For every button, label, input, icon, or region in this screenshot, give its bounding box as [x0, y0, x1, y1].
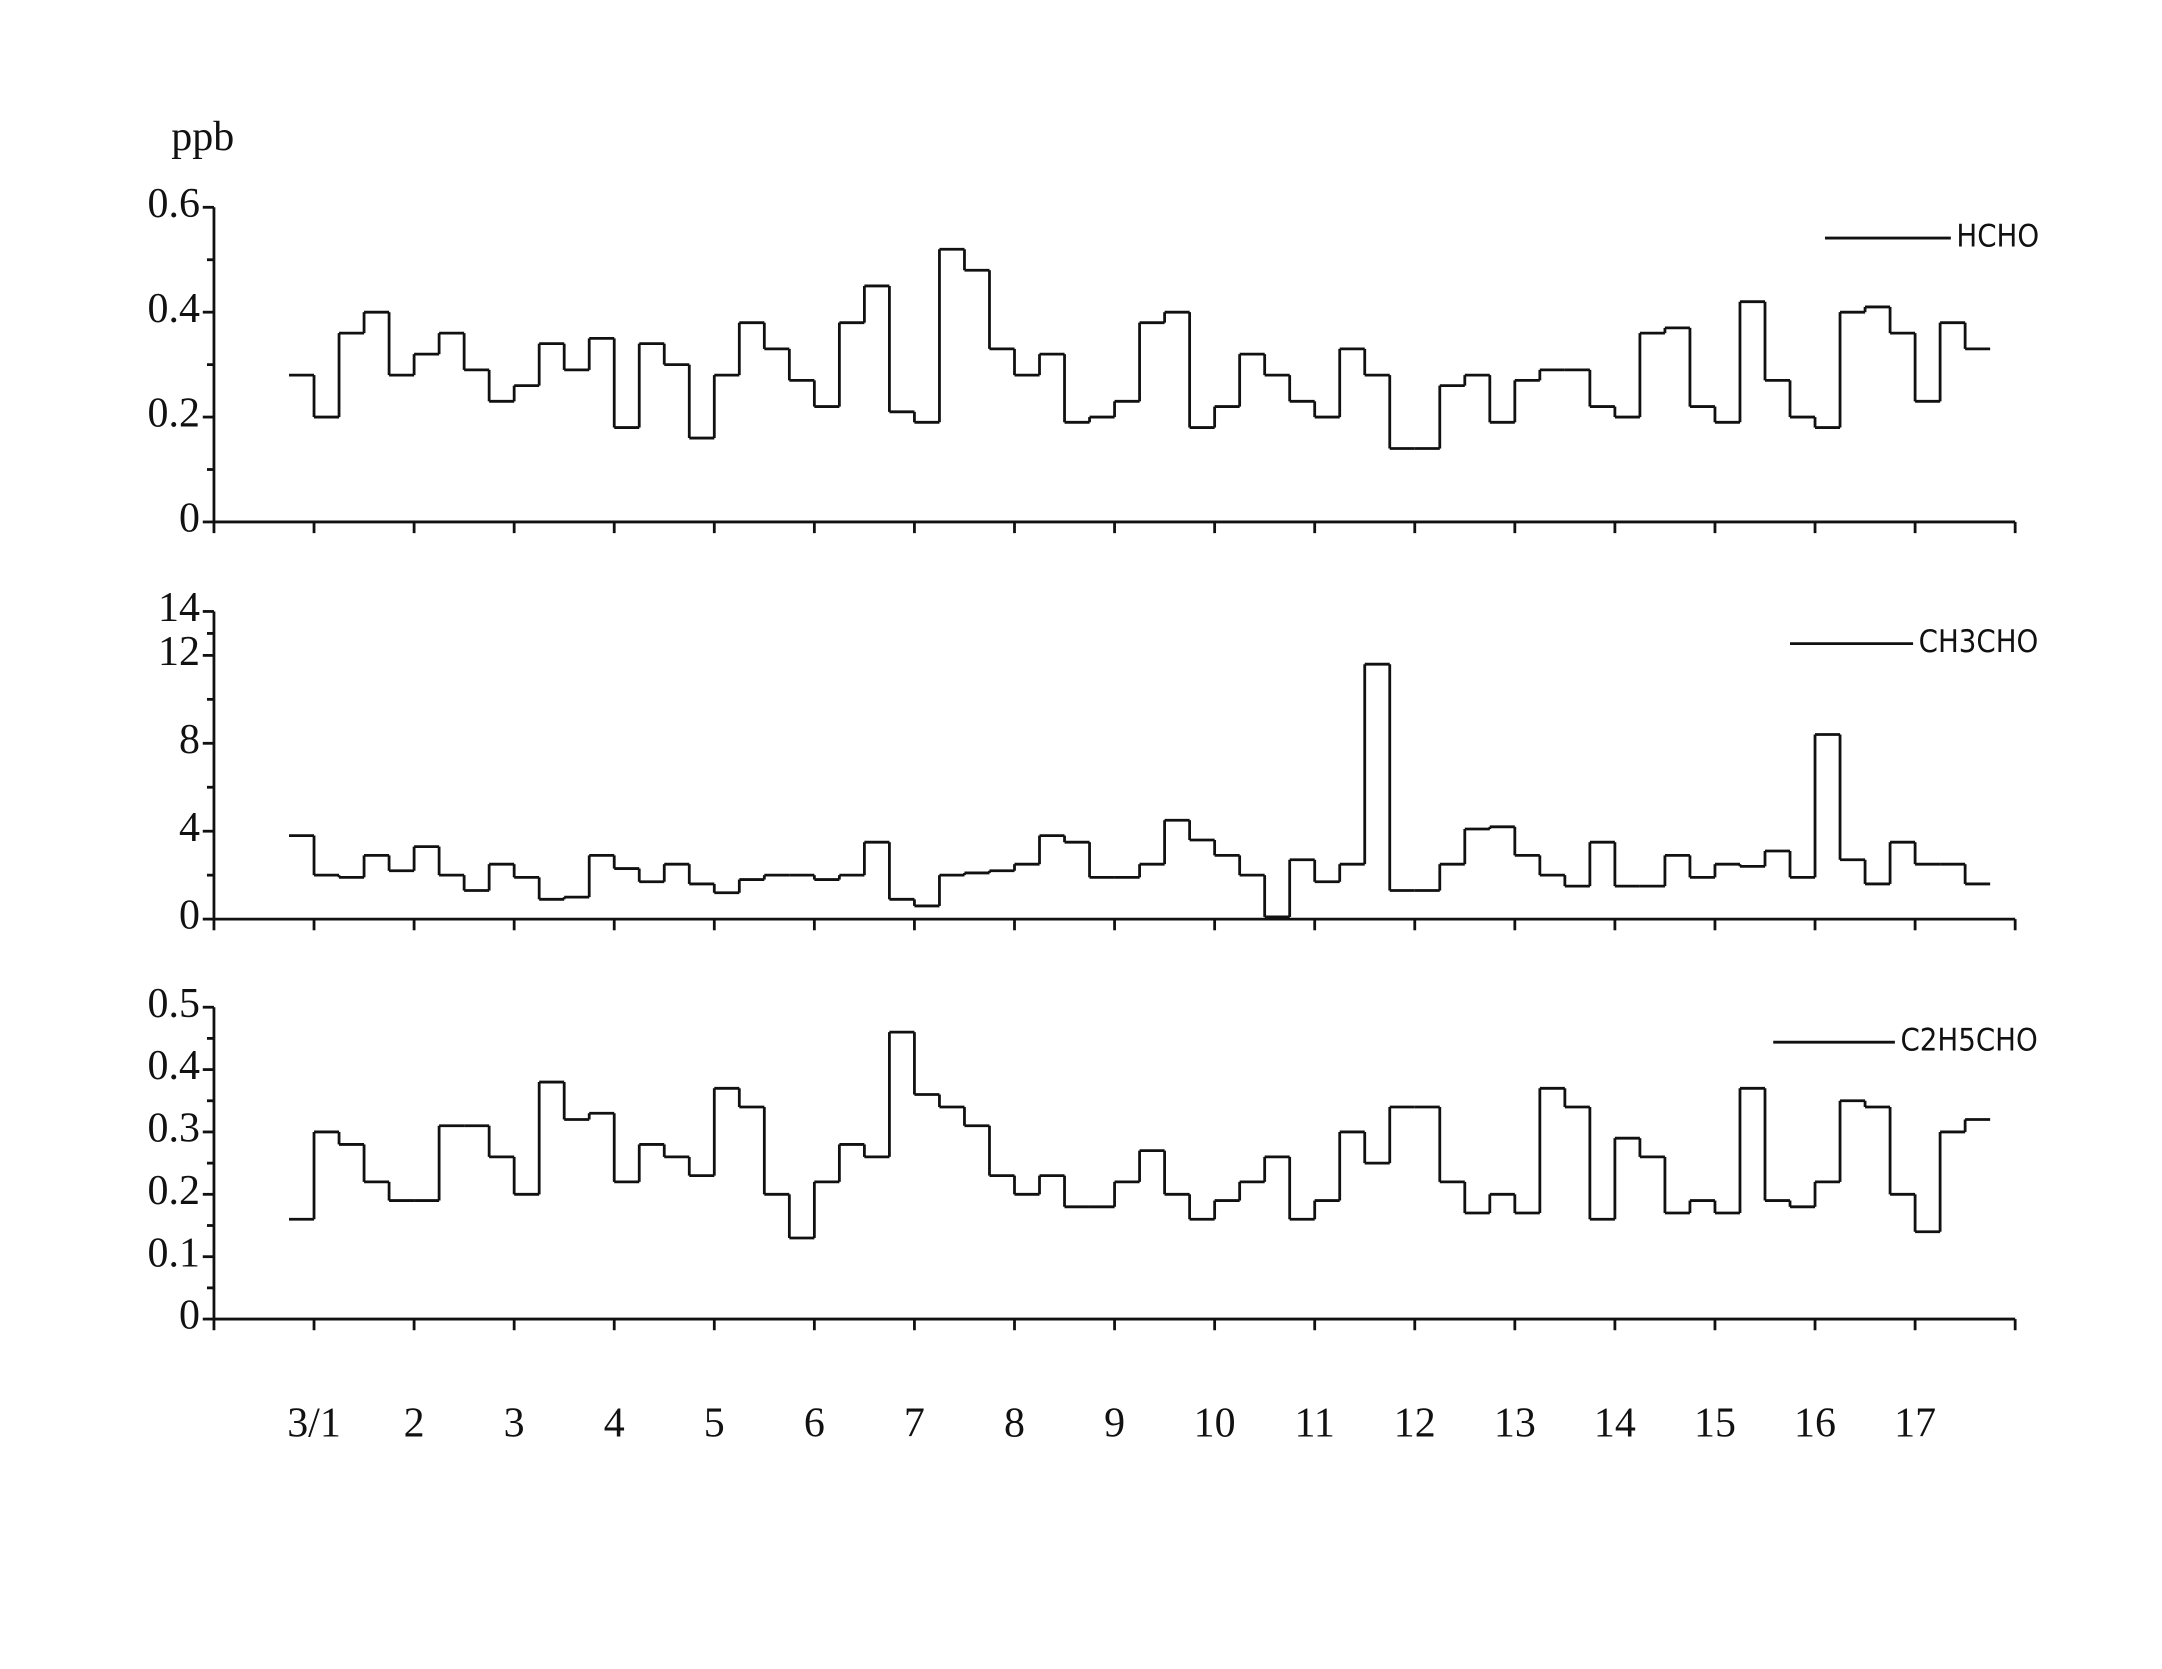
- x-tick-label: 3: [504, 1400, 525, 1446]
- y-tick-label: 0.6: [148, 181, 200, 227]
- x-tick-label: 7: [904, 1400, 925, 1446]
- x-tick-label: 3/1: [287, 1400, 341, 1446]
- y-tick-label: 0.2: [148, 1168, 200, 1214]
- x-tick-label: 10: [1194, 1400, 1236, 1446]
- y-tick-label: 0.5: [148, 981, 200, 1027]
- y-tick-label: 8: [179, 717, 200, 763]
- y-tick-label: 0: [179, 1293, 200, 1339]
- y-axis-label: ppb: [171, 114, 234, 160]
- x-tick-label: 4: [604, 1400, 625, 1446]
- x-tick-label: 14: [1594, 1400, 1636, 1446]
- legend-label: HCHO: [1956, 219, 2039, 255]
- x-tick-label: 17: [1894, 1400, 1936, 1446]
- x-tick-label: 15: [1694, 1400, 1736, 1446]
- x-tick-label: 12: [1394, 1400, 1436, 1446]
- y-tick-label: 0: [179, 496, 200, 542]
- x-tick-label: 9: [1104, 1400, 1125, 1446]
- x-tick-label: 6: [804, 1400, 825, 1446]
- x-tick-label: 13: [1494, 1400, 1536, 1446]
- x-tick-label: 2: [404, 1400, 425, 1446]
- y-tick-label: 0: [179, 893, 200, 939]
- x-tick-label: 5: [704, 1400, 725, 1446]
- y-tick-label: 0.4: [148, 286, 200, 332]
- y-tick-label: 0.1: [148, 1230, 200, 1276]
- x-tick-label: 8: [1004, 1400, 1025, 1446]
- legend-label: CH3CHO: [1919, 624, 2039, 660]
- x-tick-label: 11: [1295, 1400, 1335, 1446]
- y-tick-label: 0.2: [148, 391, 200, 437]
- y-tick-label: 4: [179, 805, 200, 851]
- y-tick-label: 12: [158, 629, 200, 675]
- x-tick-label: 16: [1794, 1400, 1836, 1446]
- y-tick-label: 0.3: [148, 1106, 200, 1152]
- y-tick-label: 0.4: [148, 1043, 200, 1089]
- y-tick-label: 14: [158, 585, 200, 631]
- legend-label: C2H5CHO: [1900, 1023, 2037, 1059]
